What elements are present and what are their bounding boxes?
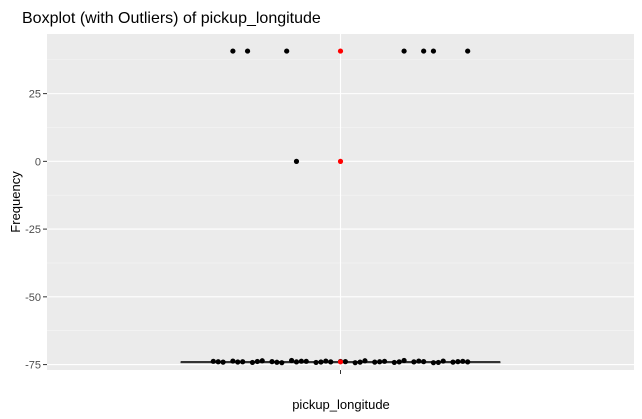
data-point bbox=[215, 359, 221, 365]
data-point bbox=[254, 358, 260, 365]
data-point bbox=[284, 48, 290, 54]
data-point bbox=[396, 359, 402, 365]
data-point bbox=[240, 359, 246, 365]
data-point bbox=[230, 358, 236, 364]
data-point bbox=[372, 359, 378, 365]
data-point bbox=[210, 358, 216, 364]
data-point bbox=[318, 359, 324, 365]
data-point bbox=[303, 358, 309, 364]
highlight-point bbox=[337, 158, 344, 164]
data-point bbox=[401, 357, 407, 364]
y-axis-label: Frequency bbox=[8, 171, 23, 233]
data-point bbox=[288, 357, 295, 364]
data-point bbox=[430, 48, 437, 54]
x-axis-label: pickup_longitude bbox=[292, 397, 390, 412]
highlight-point bbox=[337, 359, 344, 365]
data-point bbox=[259, 358, 265, 364]
y-axis-ticks: 25 0 -25 -50 -75 bbox=[25, 89, 47, 372]
y-tick-label: 0 bbox=[35, 156, 41, 168]
major-gridlines bbox=[47, 34, 634, 370]
data-point bbox=[460, 358, 466, 364]
data-point bbox=[465, 48, 471, 54]
data-point bbox=[362, 358, 368, 364]
data-point bbox=[269, 359, 275, 365]
data-point bbox=[279, 360, 285, 366]
data-point bbox=[352, 360, 358, 366]
data-point bbox=[244, 48, 251, 54]
data-point bbox=[411, 359, 417, 365]
data-point bbox=[401, 48, 407, 54]
data-point bbox=[450, 359, 456, 365]
data-point bbox=[435, 359, 441, 366]
data-point bbox=[377, 359, 383, 365]
jitter-points bbox=[210, 48, 471, 366]
y-tick-label: 25 bbox=[29, 89, 41, 101]
highlight-point bbox=[337, 48, 344, 54]
data-point bbox=[323, 358, 329, 364]
data-point bbox=[455, 359, 461, 365]
data-point bbox=[430, 360, 437, 366]
y-tick-label: -25 bbox=[25, 224, 41, 236]
data-point bbox=[391, 359, 397, 366]
data-point bbox=[249, 359, 256, 366]
data-point bbox=[293, 158, 300, 164]
data-point bbox=[293, 359, 300, 365]
data-point bbox=[416, 358, 422, 364]
data-point bbox=[465, 359, 471, 365]
data-point bbox=[298, 358, 304, 364]
data-point bbox=[440, 358, 446, 364]
y-tick-label: -50 bbox=[25, 292, 41, 304]
data-point bbox=[313, 359, 319, 366]
highlight-points bbox=[337, 48, 344, 365]
data-point bbox=[357, 359, 363, 365]
data-point bbox=[421, 48, 427, 54]
chart-title: Boxplot (with Outliers) of pickup_longit… bbox=[22, 10, 321, 27]
y-tick-label: -75 bbox=[25, 360, 41, 372]
data-point bbox=[381, 358, 388, 364]
data-point bbox=[421, 359, 427, 365]
data-point bbox=[220, 359, 226, 365]
data-point bbox=[230, 48, 236, 54]
data-point bbox=[328, 359, 334, 365]
data-point bbox=[274, 359, 280, 365]
data-point bbox=[235, 359, 241, 365]
data-point bbox=[342, 359, 348, 365]
